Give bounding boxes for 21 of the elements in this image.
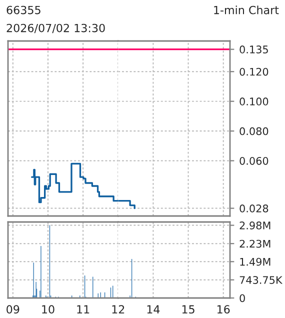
x-tick-label: 10	[42, 305, 54, 314]
y-tick-label: 0.120	[240, 68, 268, 76]
y-tick-label: 0.135	[240, 46, 268, 54]
y-tick-label: 743.75K	[240, 276, 283, 284]
x-tick-label: 12	[112, 305, 124, 314]
y-tick-label: 2.23M	[240, 240, 270, 248]
y-tick-label: 2.98M	[240, 222, 270, 230]
y-tick-label: 1.49M	[240, 258, 270, 266]
chart-subtitle: 2026/07/02 13:30	[6, 24, 105, 34]
y-tick-label: 0.028	[240, 204, 268, 212]
y-tick-label: 0	[240, 294, 245, 302]
y-tick-label: 0.060	[240, 156, 268, 165]
chart-title: 66355	[6, 6, 40, 14]
x-tick-label: 16	[217, 305, 230, 314]
x-tick-label: 15	[182, 305, 194, 314]
x-tick-label: 09	[6, 305, 20, 314]
x-tick-label: 11	[77, 305, 90, 314]
y-tick-label: 0.100	[240, 98, 268, 106]
text: 1-min Chart	[214, 6, 279, 14]
x-tick-label: 14	[147, 305, 160, 314]
y-tick-label: 0.080	[240, 127, 268, 136]
